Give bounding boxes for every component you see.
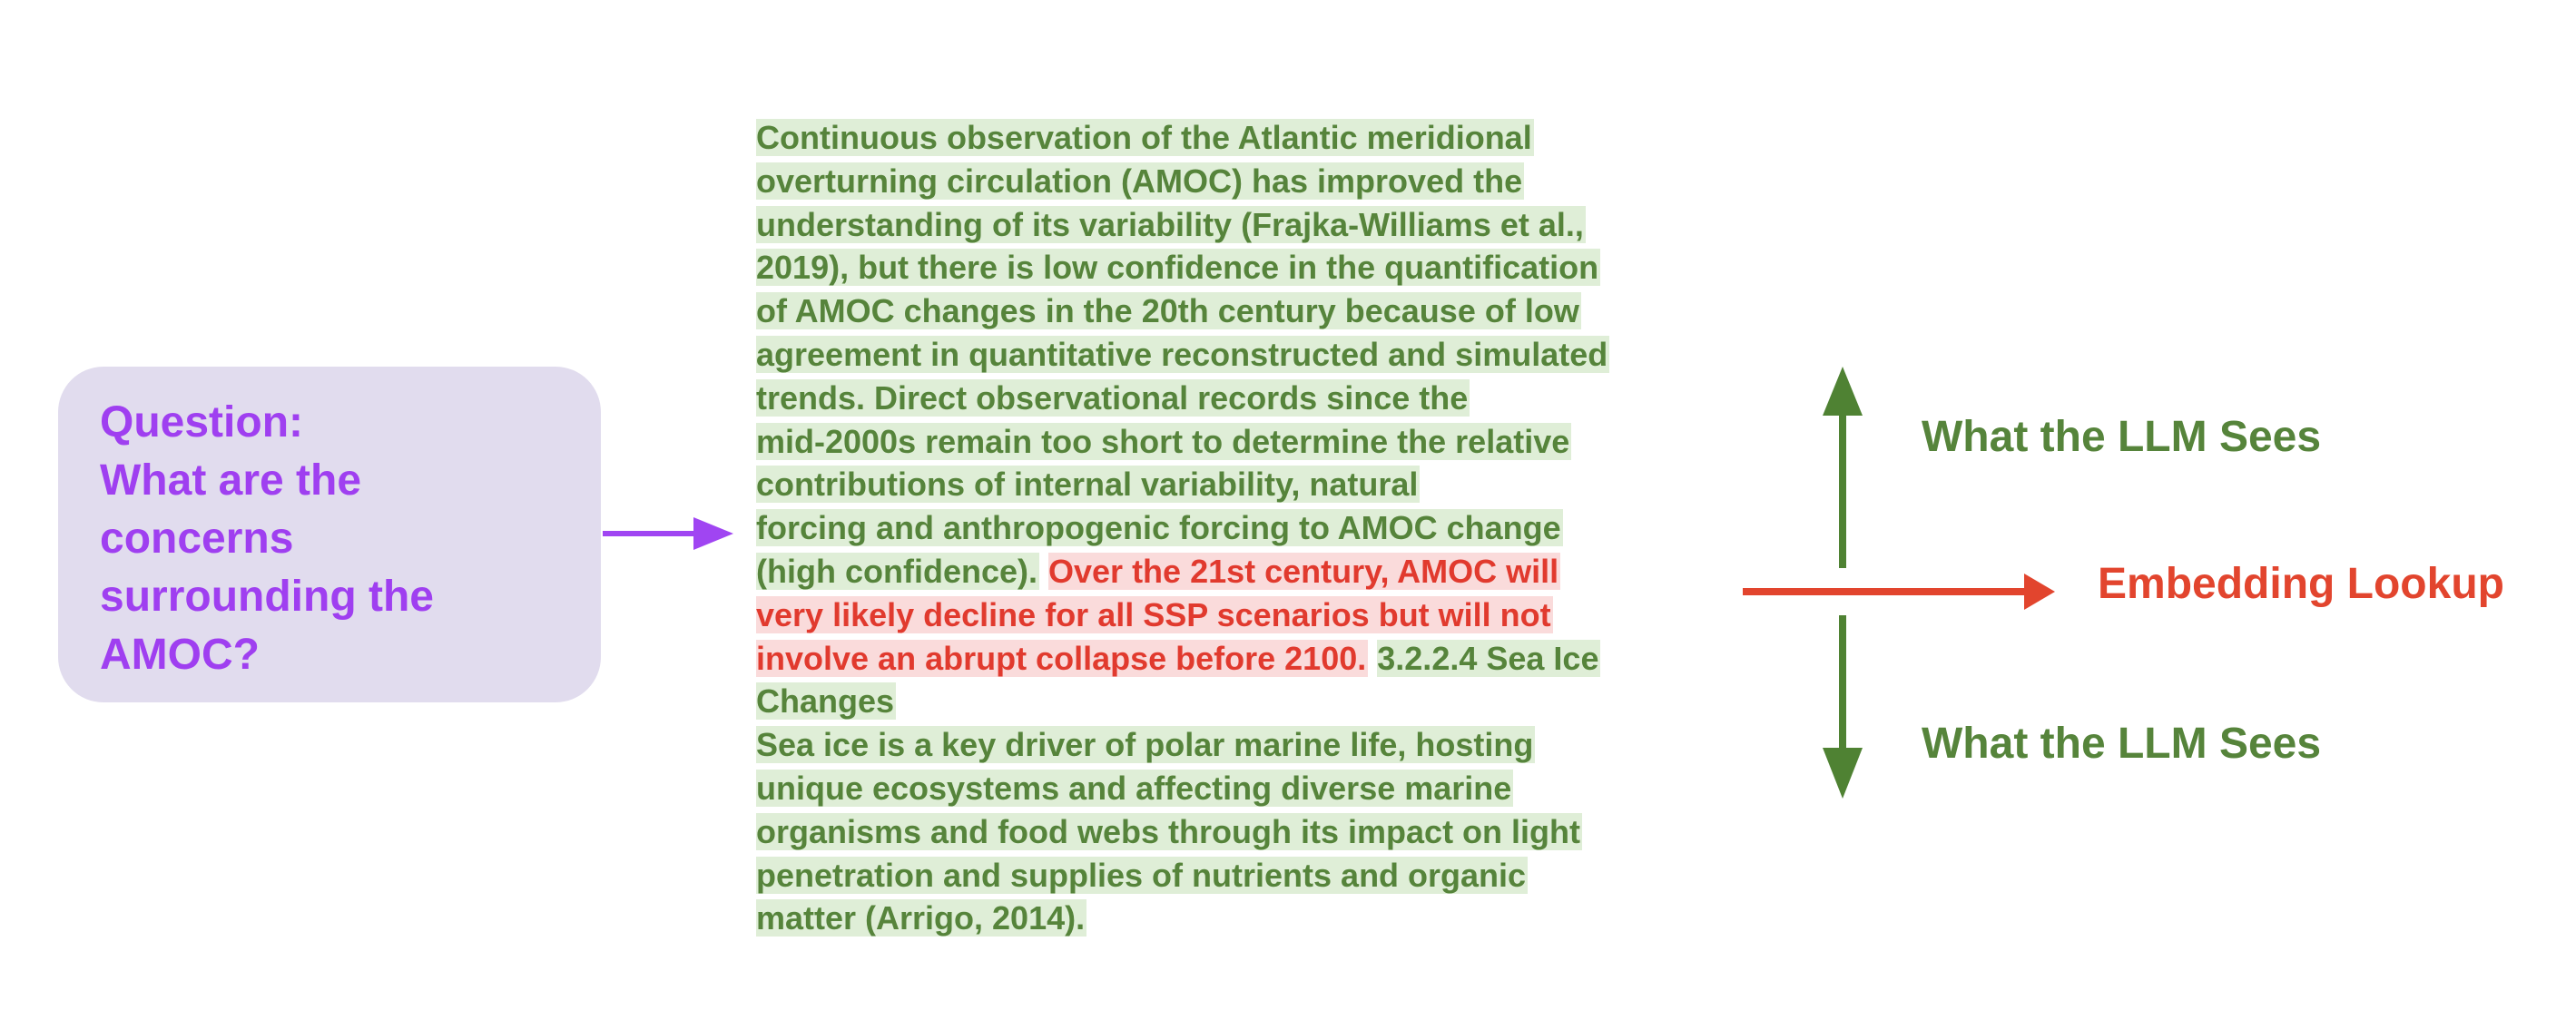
embedding-chunk-text: Over the 21st century, AMOC will (1048, 552, 1561, 590)
context-text: contributions of internal variability, n… (756, 466, 1421, 504)
right-arrow-icon (1743, 574, 2055, 610)
llm-sees-label-top: What the LLM Sees (1922, 413, 2322, 461)
passage-line: unique ecosystems and affecting diverse … (756, 767, 1718, 810)
passage-line: involve an abrupt collapse before 2100. … (756, 637, 1718, 681)
passage-line: (high confidence). Over the 21st century… (756, 550, 1718, 593)
context-text: 2019), but there is low confidence in th… (756, 249, 1601, 287)
passage-line: penetration and supplies of nutrients an… (756, 854, 1718, 897)
down-arrow-icon (1823, 615, 1863, 799)
embedding-lookup-label: Embedding Lookup (2098, 560, 2504, 608)
passage-line: Changes (756, 680, 1718, 723)
passage-line: agreement in quantitative reconstructed … (756, 333, 1718, 377)
embedding-chunk-text: involve an abrupt collapse before 2100. (756, 639, 1369, 677)
passage-line: of AMOC changes in the 20th century beca… (756, 289, 1718, 333)
input-arrow (603, 517, 733, 550)
question-box: Question: What are the concerns surround… (58, 367, 601, 702)
context-text: overturning circulation (AMOC) has impro… (756, 162, 1525, 200)
passage-line: Continuous observation of the Atlantic m… (756, 116, 1718, 160)
context-text: 3.2.2.4 Sea Ice (1377, 639, 1601, 677)
context-text: matter (Arrigo, 2014). (756, 899, 1087, 937)
direction-arrows (1743, 367, 2055, 799)
context-text: unique ecosystems and affecting diverse … (756, 769, 1514, 807)
passage-line: very likely decline for all SSP scenario… (756, 593, 1718, 637)
context-text: trends. Direct observational records sin… (756, 378, 1470, 417)
context-text: forcing and anthropogenic forcing to AMO… (756, 509, 1563, 547)
passage-line: contributions of internal variability, n… (756, 463, 1718, 506)
passage-line: forcing and anthropogenic forcing to AMO… (756, 506, 1718, 550)
context-text: organisms and food webs through its impa… (756, 812, 1583, 850)
question-text: Question: What are the concerns surround… (100, 398, 434, 679)
context-text: Sea ice is a key driver of polar marine … (756, 726, 1536, 764)
retrieved-passage: Continuous observation of the Atlantic m… (756, 116, 1718, 940)
context-text: of AMOC changes in the 20th century beca… (756, 292, 1581, 330)
embedding-chunk-text: very likely decline for all SSP scenario… (756, 595, 1553, 633)
context-text: understanding of its variability (Frajka… (756, 205, 1586, 243)
context-text: (high confidence). (756, 552, 1039, 590)
context-text: Changes (756, 682, 897, 721)
passage-line: trends. Direct observational records sin… (756, 377, 1718, 420)
context-text (1368, 640, 1377, 677)
up-arrow-icon (1823, 367, 1863, 568)
context-text: Continuous observation of the Atlantic m… (756, 119, 1534, 156)
context-text: mid-2000s remain too short to determine … (756, 422, 1572, 460)
passage-line: organisms and food webs through its impa… (756, 810, 1718, 854)
passage-line: 2019), but there is low confidence in th… (756, 246, 1718, 289)
passage-line: overturning circulation (AMOC) has impro… (756, 160, 1718, 203)
passage-line: matter (Arrigo, 2014). (756, 897, 1718, 940)
llm-sees-label-bottom: What the LLM Sees (1922, 720, 2322, 768)
passage-line: mid-2000s remain too short to determine … (756, 420, 1718, 464)
context-text (1039, 553, 1048, 590)
context-text: penetration and supplies of nutrients an… (756, 856, 1529, 894)
context-text: agreement in quantitative reconstructed … (756, 335, 1610, 373)
passage-line: Sea ice is a key driver of polar marine … (756, 723, 1718, 767)
passage-line: understanding of its variability (Frajka… (756, 203, 1718, 247)
